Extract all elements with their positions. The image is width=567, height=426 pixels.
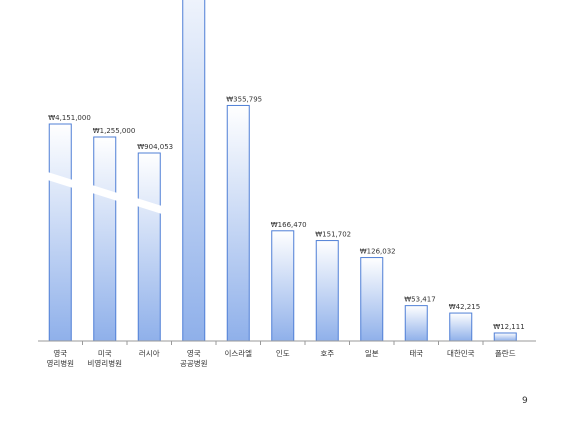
bar-4 (226, 104, 250, 342)
category-label-4: 이스라엘 (224, 348, 252, 358)
category-label-9: 대한민국 (447, 348, 475, 358)
category-label-0: 영국 영리병원 (46, 348, 74, 368)
bar-8 (404, 305, 428, 342)
bar-10 (493, 332, 517, 342)
category-label-8: 태국 (409, 349, 423, 358)
bar-9 (449, 312, 473, 342)
bar-5 (271, 230, 295, 342)
page-number: 9 (522, 396, 528, 406)
bar-7 (360, 257, 384, 342)
data-label-2: ₩904,053 (137, 143, 173, 151)
data-label-0: ₩4,151,000 (48, 114, 91, 122)
bar-2 (137, 152, 161, 342)
category-label-6: 호주 (320, 349, 334, 358)
category-label-5: 인도 (276, 348, 290, 358)
data-label-10: ₩12,111 (493, 323, 524, 331)
data-label-8: ₩53,417 (404, 296, 435, 304)
category-label-7: 일본 (365, 349, 379, 358)
axis-break-0 (41, 170, 80, 190)
bar-1 (93, 136, 117, 342)
data-label-9: ₩42,215 (449, 303, 480, 311)
category-label-3: 영국 공공병원 (180, 348, 208, 368)
category-label-10: 폴란드 (495, 348, 516, 358)
data-label-6: ₩151,702 (315, 231, 351, 239)
data-label-7: ₩126,032 (360, 248, 396, 256)
axis-break-1 (85, 183, 124, 203)
data-label-5: ₩166,470 (271, 221, 307, 229)
axis-break-2 (130, 196, 169, 216)
bar-3 (182, 0, 206, 342)
category-label-1: 미국 비영리병원 (88, 349, 123, 368)
bar-0 (48, 123, 72, 342)
data-label-1: ₩1,255,000 (93, 127, 136, 135)
data-label-4: ₩355,795 (226, 95, 262, 103)
bar-6 (315, 240, 339, 342)
category-label-2: 러시아 (139, 348, 160, 358)
